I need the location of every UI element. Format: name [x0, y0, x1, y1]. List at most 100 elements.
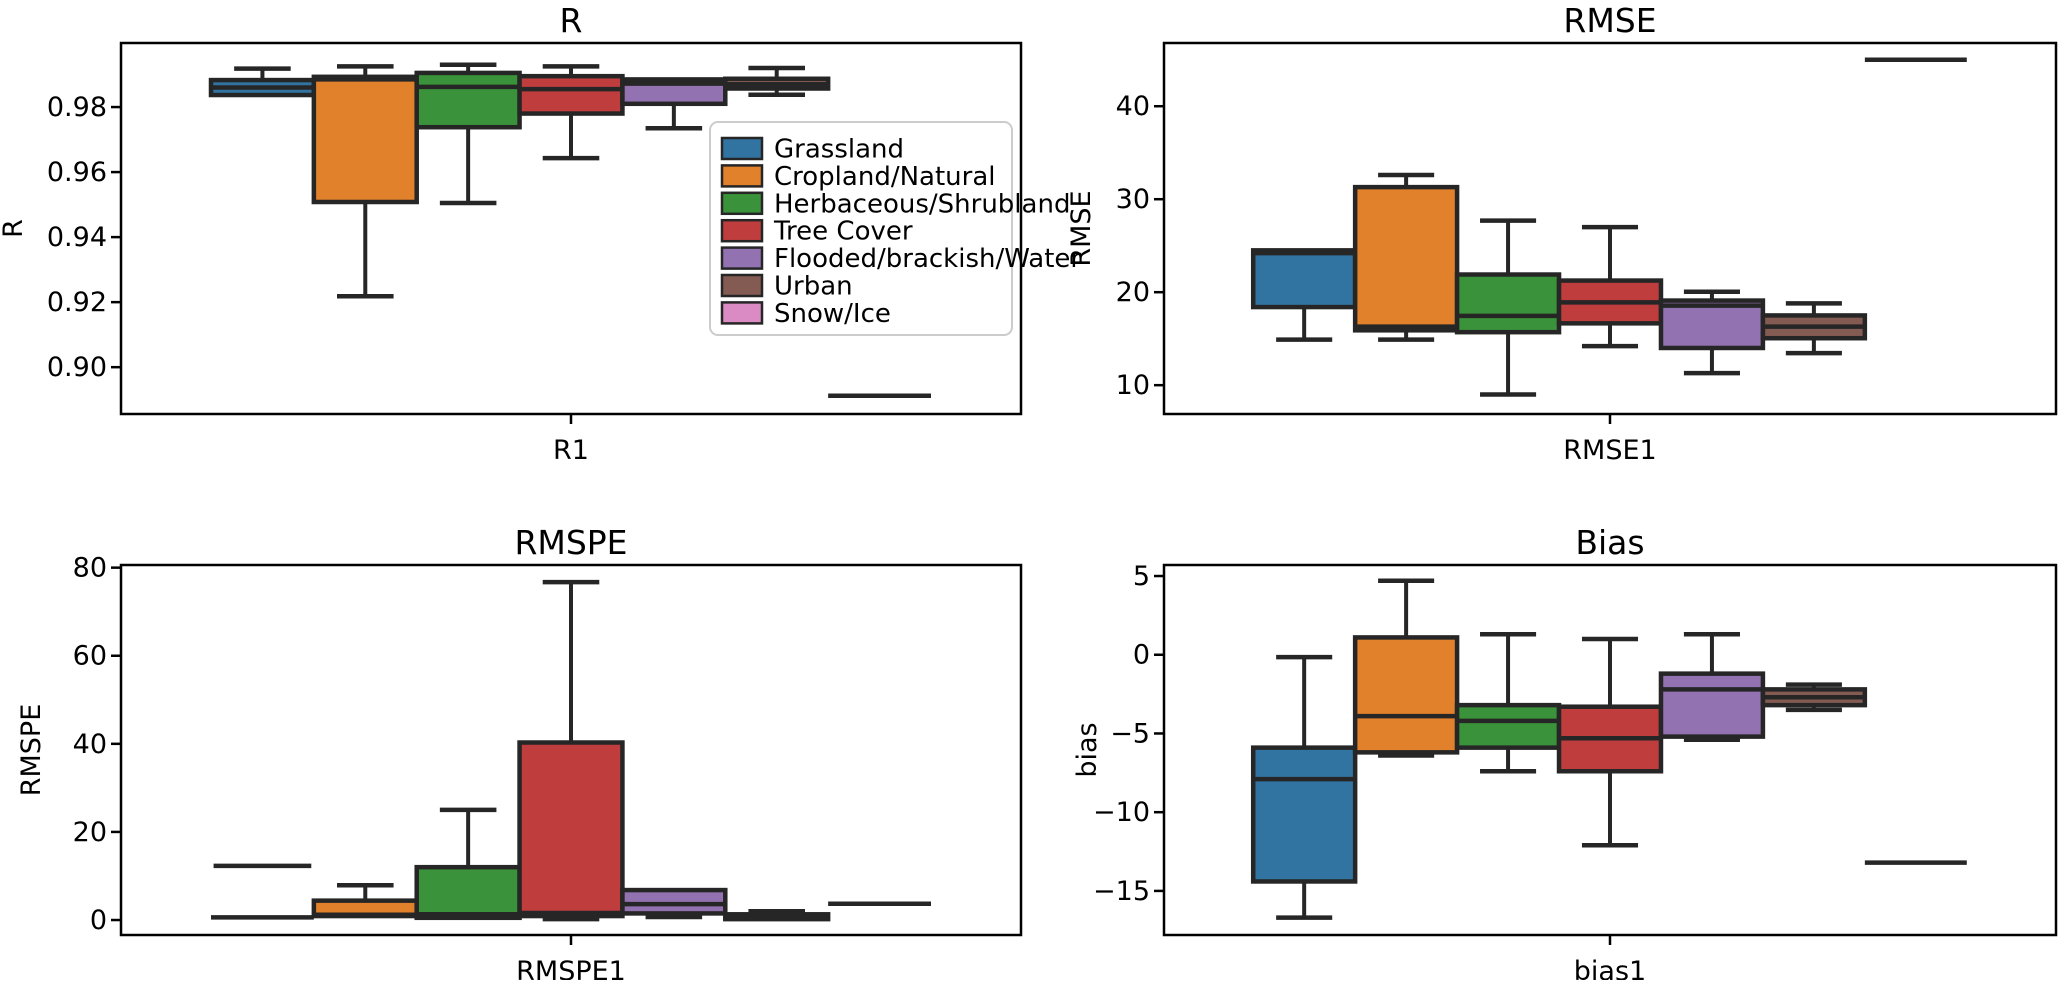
legend-entry-grassland: Grassland — [720, 135, 904, 165]
box-rect — [1658, 298, 1766, 351]
y-tick-label: 0 — [90, 905, 107, 936]
y-tick-label: 0 — [1133, 640, 1150, 671]
box-group-grassland — [208, 66, 317, 98]
subplot-bias: 5 0 −5 −10 −15 bias1 Bias bias — [1072, 523, 2058, 984]
box-rect — [414, 70, 522, 130]
x-tick-label: bias1 — [1574, 956, 1646, 980]
x-tick-label: RMSPE1 — [516, 956, 626, 980]
box-group-urban — [723, 908, 831, 922]
box-rect — [1352, 635, 1460, 755]
box-rect — [1454, 702, 1562, 750]
axes-spines — [1162, 41, 2058, 416]
subplot-title: R — [560, 1, 583, 40]
legend-entry-snow-ice: Snow/Ice — [720, 299, 891, 329]
y-tick-label: 0.98 — [47, 92, 107, 123]
y-axis-label: R — [0, 219, 29, 238]
legend-label-snow-ice: Snow/Ice — [774, 299, 891, 329]
axes-spines — [1162, 563, 2058, 937]
box-group-grassland — [1250, 248, 1358, 342]
box-group-herbaceous-shrubland — [1454, 632, 1562, 774]
box-rect — [620, 887, 728, 916]
box-group-tree-cover — [517, 579, 625, 922]
legend-entry-cropland-natural: Cropland/Natural — [720, 162, 995, 192]
subplot-title: Bias — [1575, 523, 1644, 562]
legend-label-herbaceous-shrubland: Herbaceous/Shrubland — [774, 189, 1070, 219]
legend-frame — [709, 121, 1013, 336]
y-axis-label: RMSE — [1066, 190, 1097, 266]
box-rect — [1250, 745, 1358, 884]
box-rect — [414, 864, 522, 921]
legend-swatch-herbaceous-shrubland — [720, 191, 764, 216]
subplot-rmspe: 80 60 40 20 0 RMSPE1 RMSPE RMSPE — [16, 523, 1023, 984]
subplot-rmse: 40 30 20 10 RMSE1 RMSE RMSE — [1066, 1, 2058, 466]
box-group-cropland-natural — [1352, 578, 1460, 758]
legend-entry-flooded-brackish-water: Flooded/brackish/Water — [720, 244, 1081, 274]
legend-label-tree-cover: Tree Cover — [773, 217, 913, 247]
legend-swatch-cropland-natural — [720, 164, 764, 188]
box-group-tree-cover — [517, 64, 625, 161]
y-tick-label: 0.94 — [47, 222, 107, 253]
box-group-herbaceous-shrubland — [414, 62, 522, 206]
axes-spines — [119, 41, 1023, 416]
box-group-urban — [1760, 301, 1868, 356]
legend-label-urban: Urban — [774, 272, 853, 302]
legend-label-flooded-brackish-water: Flooded/brackish/Water — [774, 244, 1081, 274]
y-tick-label: 60 — [73, 641, 107, 672]
legend-swatch-urban — [720, 273, 764, 298]
legend-label-grassland: Grassland — [774, 135, 904, 165]
box-group-urban — [723, 65, 831, 97]
box-rect — [517, 740, 625, 919]
y-tick-label: 20 — [73, 817, 107, 848]
x-tick-label: RMSE1 — [1563, 435, 1656, 466]
box-group-flooded-brackish-water — [1658, 632, 1766, 743]
y-tick-label: −15 — [1093, 876, 1150, 907]
y-axis-label: RMSPE — [16, 704, 47, 797]
box-group-cropland-natural — [1352, 172, 1460, 342]
subplot-r: 0.98 0.96 0.94 0.92 0.90 R1 R R — [0, 1, 1023, 466]
box-group-flooded-brackish-water — [620, 77, 728, 131]
y-axis-label: bias — [1072, 722, 1103, 777]
y-tick-label: 0.92 — [47, 287, 107, 318]
box-group-tree-cover — [1556, 636, 1664, 848]
axes-spines — [119, 563, 1023, 937]
legend-entry-urban: Urban — [720, 272, 853, 302]
box-group-cropland-natural — [311, 882, 419, 919]
y-tick-label: −10 — [1093, 797, 1150, 828]
y-tick-label: 0.90 — [47, 352, 107, 383]
x-tick-label: R1 — [553, 435, 589, 466]
box-group-flooded-brackish-water — [620, 887, 728, 920]
box-rect — [1250, 248, 1358, 310]
legend-entry-herbaceous-shrubland: Herbaceous/Shrubland — [720, 189, 1070, 219]
box-group-tree-cover — [1556, 224, 1664, 349]
box-group-urban — [1760, 682, 1868, 713]
box-group-cropland-natural — [311, 64, 419, 299]
legend-swatch-tree-cover — [720, 218, 764, 243]
y-tick-label: 40 — [73, 729, 107, 760]
y-tick-label: 0.96 — [47, 157, 107, 188]
y-tick-label: 80 — [73, 553, 107, 584]
y-tick-label: 40 — [1116, 91, 1150, 122]
legend-swatch-snow-ice — [720, 301, 764, 325]
box-group-grassland — [211, 863, 314, 920]
y-tick-label: 20 — [1116, 277, 1150, 308]
box-rect — [1352, 184, 1460, 333]
box-group-herbaceous-shrubland — [1454, 218, 1562, 397]
subplot-title: RMSE — [1563, 1, 1656, 40]
legend-entry-tree-cover: Tree Cover — [720, 217, 913, 247]
y-tick-label: 30 — [1116, 184, 1150, 215]
box-group-grassland — [1250, 654, 1358, 920]
box-rect — [517, 73, 625, 116]
y-tick-label: 5 — [1133, 561, 1150, 592]
y-tick-label: −5 — [1110, 718, 1150, 749]
box-group-herbaceous-shrubland — [414, 807, 522, 921]
legend-swatch-grassland — [720, 136, 764, 161]
legend-swatch-flooded-brackish-water — [720, 246, 764, 270]
y-tick-label: 10 — [1116, 370, 1150, 401]
box-rect — [311, 74, 419, 205]
subplot-title: RMSPE — [514, 523, 627, 562]
box-rect — [1658, 671, 1766, 739]
box-rect — [1454, 272, 1562, 335]
legend-label-cropland-natural: Cropland/Natural — [774, 162, 995, 192]
